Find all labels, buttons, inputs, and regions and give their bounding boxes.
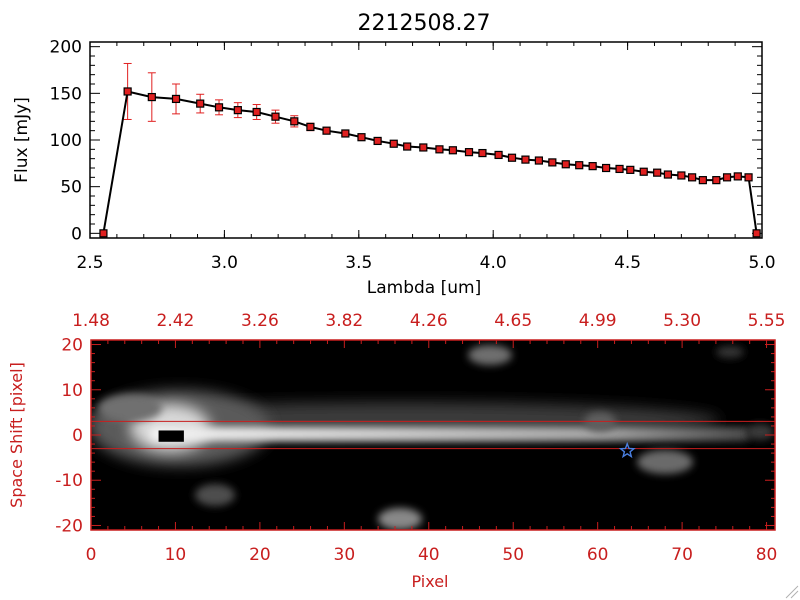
- y-tick-label: 150: [50, 84, 82, 104]
- data-point: [677, 171, 686, 180]
- data-point: [588, 162, 597, 171]
- data-point: [507, 153, 517, 162]
- data-point: [196, 99, 205, 108]
- data-point: [626, 165, 635, 174]
- resize-grip-icon[interactable]: [785, 585, 799, 599]
- x-tick-label: 20: [249, 545, 271, 565]
- data-point: [722, 173, 732, 182]
- data-point: [123, 87, 132, 96]
- top-wavelength-label: 1.48: [72, 311, 110, 331]
- x-tick-label: 70: [671, 545, 693, 565]
- saturated-pixel-block: [158, 430, 184, 442]
- data-point: [171, 94, 181, 104]
- data-point: [357, 133, 366, 142]
- y-tick-label: 10: [61, 381, 83, 401]
- data-point: [448, 146, 457, 155]
- spectrum-x-axis-label: Lambda [um]: [367, 278, 481, 298]
- image-panel: 0 10 20 30 40 50 60 70 80 1.48 2.42 3.26 3.82 4.26 4.…: [7, 311, 785, 591]
- x-tick-label: 3.0: [211, 253, 238, 273]
- image-y-ticks: -20 -10 0 10 20: [55, 336, 775, 536]
- image-x-axis-label: Pixel: [411, 572, 448, 591]
- spectrum-series: [99, 62, 761, 238]
- data-point: [233, 106, 242, 115]
- x-tick-label: 5.0: [748, 253, 775, 273]
- top-wavelength-label: 5.55: [748, 311, 786, 331]
- data-point: [478, 148, 487, 158]
- x-tick-label: 2.5: [76, 253, 103, 273]
- image-y-axis-label: Space Shift [pixel]: [7, 362, 26, 508]
- y-tick-label: 0: [72, 426, 83, 446]
- x-tick-label: 60: [587, 545, 609, 565]
- data-point: [601, 163, 611, 173]
- x-tick-label: 30: [334, 545, 356, 565]
- spectrum-x-ticks: 2.5 3.0 3.5 4.0 4.5 5.0: [76, 42, 776, 273]
- y-tick-label: -20: [55, 516, 83, 536]
- data-point: [688, 173, 697, 182]
- spectrum-panel: 2212508.27 2.5 3.0 3.5 4.0 4.5 5.0 0501001502…: [12, 11, 776, 298]
- data-point: [744, 173, 753, 182]
- data-point: [494, 150, 503, 160]
- data-point: [464, 148, 474, 157]
- data-point: [615, 164, 624, 174]
- data-point: [147, 92, 156, 102]
- top-wavelength-label: 5.30: [663, 311, 701, 331]
- y-tick-label: -10: [55, 471, 83, 491]
- x-tick-label: 3.5: [345, 253, 372, 273]
- top-wavelength-label: 4.65: [494, 311, 532, 331]
- data-point: [341, 129, 350, 138]
- data-point: [548, 158, 557, 167]
- source-position-star-icon: [618, 441, 636, 459]
- x-tick-label: 50: [502, 545, 524, 565]
- top-wavelength-label: 3.82: [325, 311, 363, 331]
- data-point: [639, 167, 648, 176]
- spectrum-y-ticks: 0 50 100 150 200: [50, 38, 762, 244]
- data-point: [214, 103, 224, 112]
- x-tick-label: 4.5: [614, 253, 641, 273]
- chart-title: 2212508.27: [358, 11, 491, 36]
- data-point: [663, 170, 673, 179]
- data-point: [733, 172, 742, 181]
- top-wavelength-label: 2.42: [157, 311, 195, 331]
- y-tick-label: 200: [50, 38, 82, 58]
- data-point: [389, 139, 398, 148]
- data-point: [653, 168, 662, 177]
- data-point: [419, 143, 428, 152]
- data-point: [306, 122, 315, 132]
- x-tick-label: 10: [165, 545, 187, 565]
- data-point: [698, 176, 707, 185]
- y-tick-label: 0: [71, 224, 82, 244]
- data-point: [712, 176, 721, 185]
- data-point: [752, 229, 761, 238]
- data-point: [403, 142, 412, 151]
- x-tick-label: 0: [86, 545, 97, 565]
- top-wavelength-label: 3.26: [241, 311, 279, 331]
- top-wavelength-label: 4.99: [579, 311, 617, 331]
- x-tick-label: 40: [418, 545, 440, 565]
- data-point: [252, 107, 261, 117]
- spectral-image: [91, 345, 774, 530]
- data-point: [271, 112, 280, 121]
- data-point: [534, 156, 543, 165]
- y-tick-label: 20: [61, 336, 83, 356]
- data-point: [435, 145, 444, 154]
- data-point: [575, 161, 584, 170]
- y-tick-label: 50: [60, 178, 82, 198]
- data-point: [521, 155, 530, 164]
- data-point: [561, 160, 570, 169]
- data-point: [290, 117, 299, 126]
- x-tick-label: 4.0: [480, 253, 507, 273]
- top-wavelength-label: 4.26: [410, 311, 448, 331]
- data-point: [322, 126, 331, 135]
- data-point: [373, 136, 382, 146]
- y-tick-label: 100: [50, 131, 82, 151]
- data-point: [99, 229, 108, 238]
- spectrum-y-axis-label: Flux [mJy]: [12, 97, 32, 183]
- image-x-ticks: 0 10 20 30 40 50 60 70 80: [86, 522, 778, 565]
- image-annotations: [91, 420, 775, 459]
- spectrum-plot-frame: [89, 41, 763, 239]
- image-top-wavelength-ticks: 1.48 2.42 3.26 3.82 4.26 4.65 4.99 5.30 5.55: [72, 311, 785, 348]
- x-tick-label: 80: [756, 545, 778, 565]
